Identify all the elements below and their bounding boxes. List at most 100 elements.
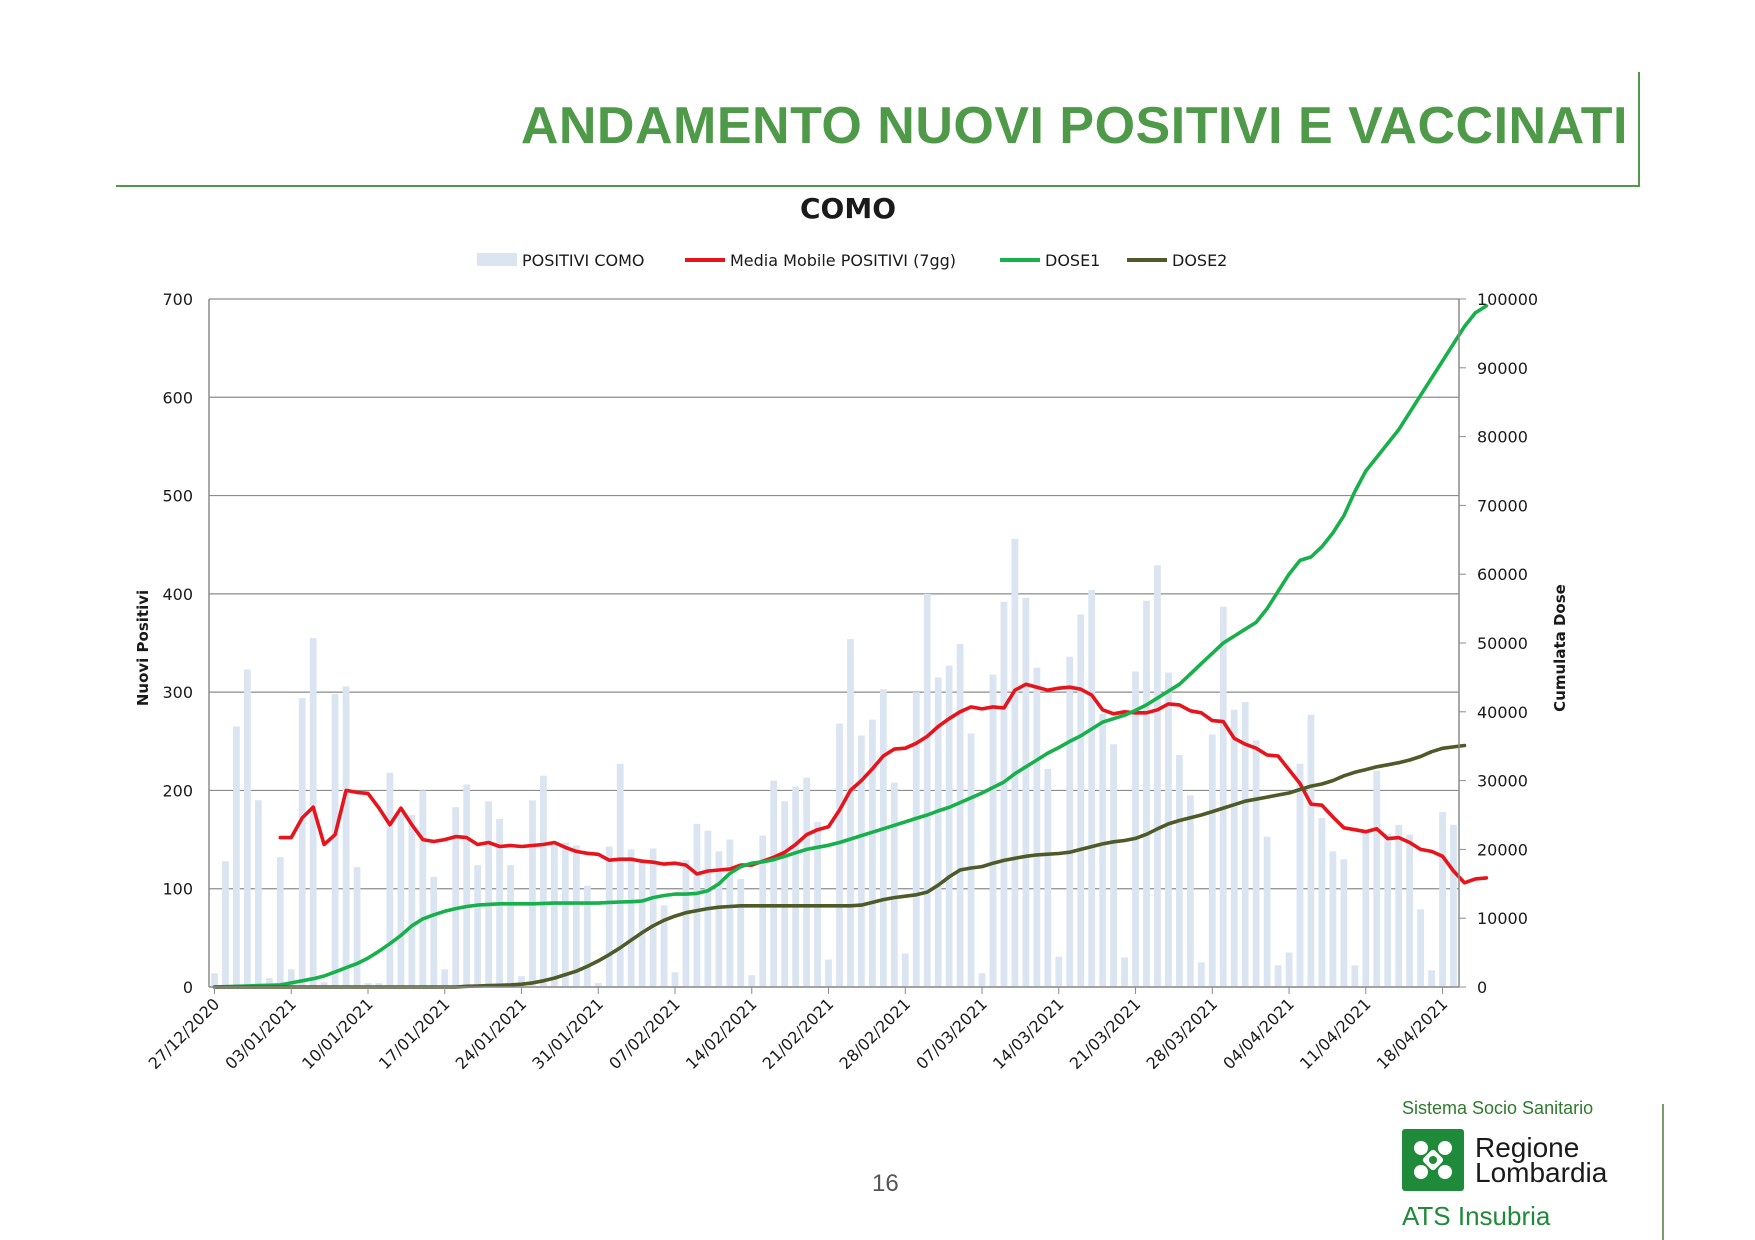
bar-positivi xyxy=(1384,833,1392,987)
bar-positivi xyxy=(430,876,438,987)
bar-positivi xyxy=(1428,970,1435,987)
bar-positivi xyxy=(353,867,361,987)
bar-positivi xyxy=(518,976,525,987)
bar-positivi xyxy=(803,777,810,987)
y-tick-label: 400 xyxy=(162,585,193,604)
y-tick-label: 100 xyxy=(162,880,193,899)
x-tick-label: 27/12/2020 xyxy=(145,994,224,1073)
bar-positivi xyxy=(1044,768,1052,987)
y-tick-label: 0 xyxy=(183,978,193,997)
bar-positivi xyxy=(1373,770,1381,987)
y2-axis-label: Cumulata Dose xyxy=(1551,584,1569,712)
title-underline xyxy=(116,185,1640,187)
x-tick-label: 14/03/2021 xyxy=(989,994,1068,1073)
bar-positivi xyxy=(934,677,942,987)
bar-positivi xyxy=(1088,589,1096,987)
y-tick-label: 300 xyxy=(162,683,193,702)
bar-positivi xyxy=(572,845,580,987)
y2-tick-label: 50000 xyxy=(1477,634,1528,653)
logo-name: Regione Lombardia xyxy=(1475,1134,1608,1188)
bar-positivi xyxy=(550,843,558,987)
x-tick-label: 07/02/2021 xyxy=(605,994,684,1073)
bar-positivi xyxy=(276,857,284,987)
bar-positivi xyxy=(233,726,240,987)
bar-positivi xyxy=(890,782,898,987)
logo-name-line2: Lombardia xyxy=(1475,1157,1608,1188)
y-tick-label: 500 xyxy=(162,487,193,506)
bar-positivi xyxy=(638,859,646,987)
bar-positivi xyxy=(1340,859,1348,987)
bar-positivi xyxy=(1143,600,1150,987)
bar-positivi xyxy=(540,775,547,987)
bar-positivi xyxy=(1011,538,1019,987)
title-vertical-rule xyxy=(1638,72,1640,187)
bar-positivi xyxy=(375,983,383,987)
bar-positivi xyxy=(1132,671,1139,987)
page-title: ANDAMENTO NUOVI POSITIVI E VACCINATI xyxy=(520,97,1628,155)
bar-positivi xyxy=(507,865,514,987)
bar-positivi xyxy=(320,982,328,987)
bar-positivi xyxy=(836,723,843,987)
x-tick-label: 21/02/2021 xyxy=(759,994,838,1073)
bar-positivi xyxy=(243,669,251,987)
bar-positivi xyxy=(825,959,832,987)
bar-positivi xyxy=(1066,656,1074,987)
bar-positivi xyxy=(1274,965,1282,987)
bar-positivi xyxy=(945,665,953,987)
chart-title: COMO xyxy=(800,192,896,225)
y2-tick-label: 80000 xyxy=(1477,428,1528,447)
bar-positivi xyxy=(1077,614,1085,987)
bar-positivi xyxy=(397,814,405,987)
bar-positivi xyxy=(298,698,306,987)
x-tick-label: 17/01/2021 xyxy=(375,994,454,1073)
bar-positivi xyxy=(901,953,909,987)
bar-positivi xyxy=(254,800,262,987)
moving-average-line xyxy=(278,682,1489,885)
bar-positivi xyxy=(1351,965,1359,987)
bar-positivi xyxy=(1252,740,1260,987)
bar-positivi xyxy=(715,851,723,987)
bar-positivi xyxy=(1197,962,1205,987)
y2-tick-label: 20000 xyxy=(1477,840,1528,859)
bar-positivi xyxy=(364,983,372,987)
bar-positivi xyxy=(1099,713,1107,987)
legend-label: DOSE1 xyxy=(1045,251,1100,270)
y2-tick-label: 100000 xyxy=(1477,290,1538,309)
bar-positivi xyxy=(594,983,602,987)
bar-positivi xyxy=(989,674,997,987)
bar-positivi xyxy=(1406,834,1414,987)
x-tick-label: 24/01/2021 xyxy=(452,994,531,1073)
bar-positivi xyxy=(912,692,920,987)
bar-positivi xyxy=(693,823,701,987)
bar-positivi xyxy=(1307,714,1315,987)
bar-positivi xyxy=(1285,952,1293,987)
chart-legend: POSITIVI COMO Media Mobile POSITIVI (7gg)… xyxy=(477,251,1227,270)
bar-series xyxy=(211,538,1457,987)
bar-positivi xyxy=(792,786,800,987)
bar-positivi xyxy=(1241,701,1249,987)
y2-tick-label: 40000 xyxy=(1477,703,1528,722)
x-tick-label: 10/01/2021 xyxy=(298,994,377,1073)
bar-positivi xyxy=(1439,812,1446,987)
y-axis-label: Nuovi Positivi xyxy=(134,590,152,706)
bar-positivi xyxy=(1318,817,1326,987)
bar-positivi xyxy=(759,835,767,987)
bar-positivi xyxy=(923,593,931,987)
bar-positivi xyxy=(967,733,975,987)
bar-positivi xyxy=(748,975,756,987)
bar-positivi xyxy=(1055,956,1063,987)
bar-positivi xyxy=(419,790,427,987)
bar-positivi xyxy=(583,885,591,987)
bar-positivi xyxy=(485,801,493,987)
x-tick-label: 31/01/2021 xyxy=(528,994,607,1073)
bar-positivi xyxy=(529,800,536,987)
logo-bottom-text: ATS Insubria xyxy=(1402,1201,1551,1231)
bar-positivi xyxy=(1033,667,1041,987)
bar-positivi xyxy=(605,846,613,987)
bar-positivi xyxy=(1208,734,1216,987)
bar-positivi xyxy=(1362,829,1370,987)
logo-row: Regione Lombardia xyxy=(1402,1129,1652,1191)
page-number: 16 xyxy=(872,1170,899,1197)
bar-positivi xyxy=(441,969,449,987)
bar-positivi xyxy=(660,905,668,987)
